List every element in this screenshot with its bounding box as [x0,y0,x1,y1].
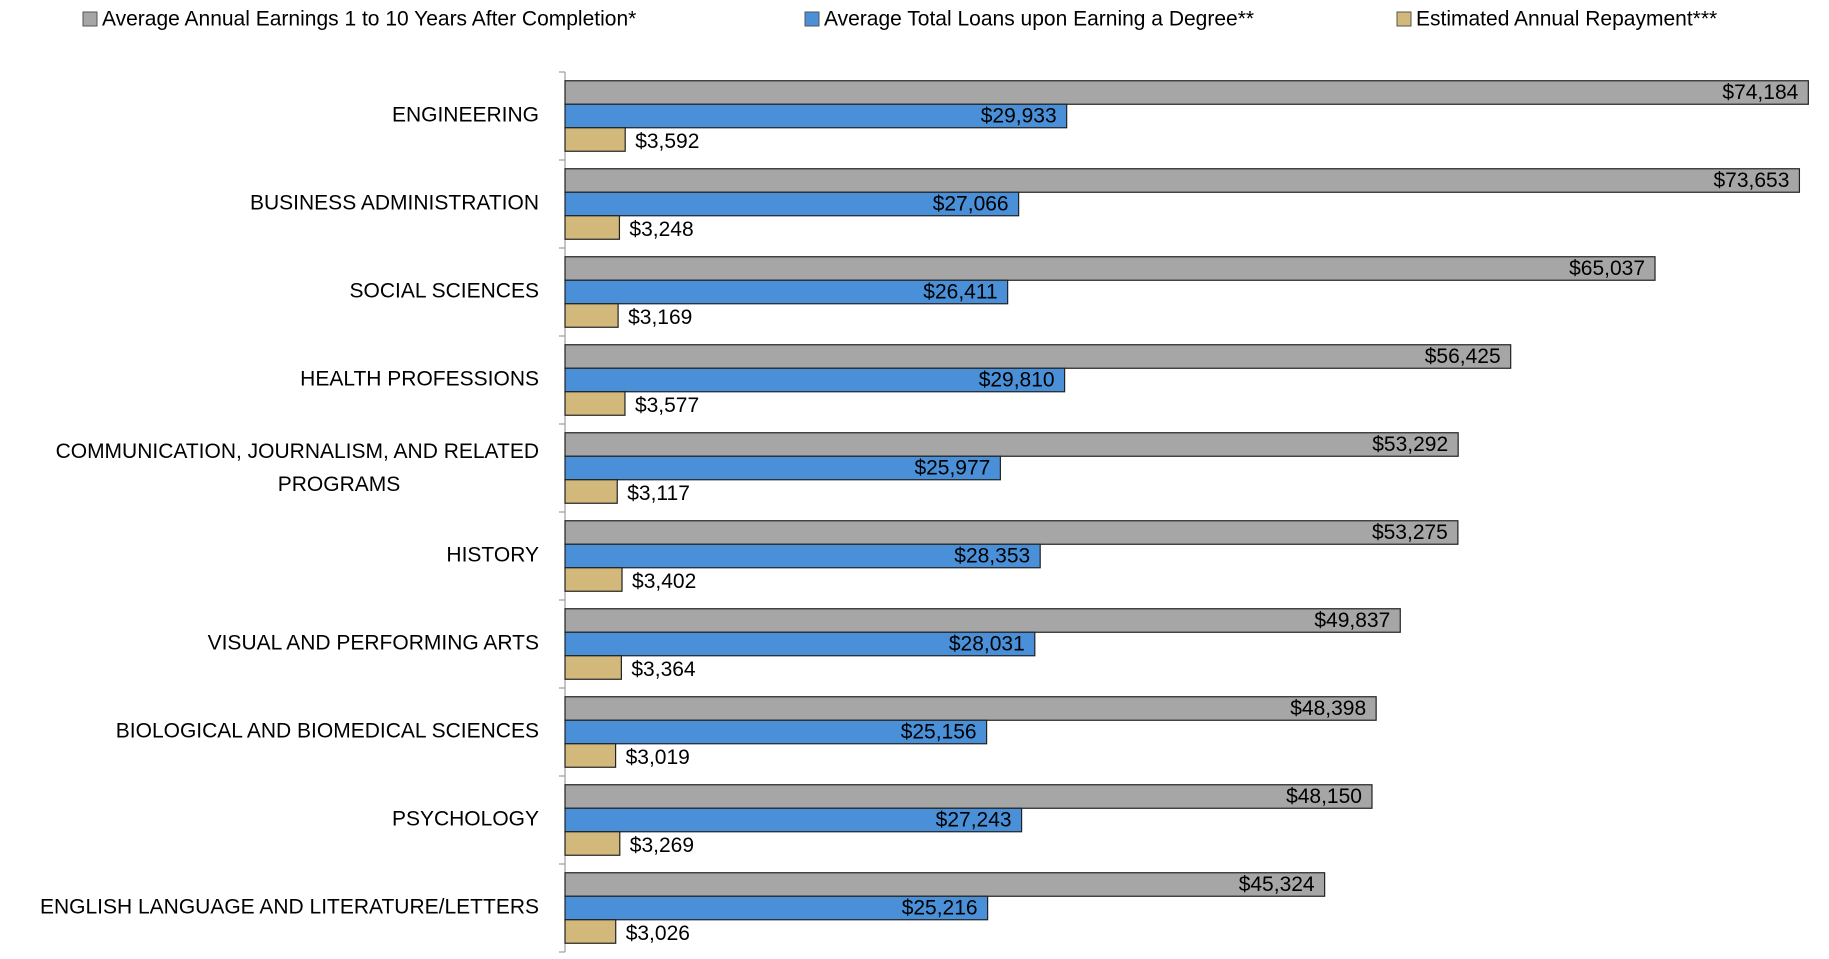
bar [564,719,988,745]
legend-swatch [804,11,820,27]
category-label: BIOLOGICAL AND BIOMEDICAL SCIENCES [116,720,539,743]
category-label: VISUAL AND PERFORMING ARTS [208,632,539,655]
bar [564,784,1373,809]
value-label: $56,425 [1425,345,1501,368]
bar [564,831,621,856]
value-label: $53,292 [1372,433,1448,456]
bar [564,872,1326,897]
value-label: $27,243 [936,809,1012,832]
bar [564,520,1459,545]
bar [564,367,1066,393]
bar [564,303,619,328]
bar [564,80,1809,105]
bar [564,743,617,768]
category-label: HEALTH PROFESSIONS [300,368,539,391]
value-label: $3,402 [632,570,696,593]
legend-swatch [82,11,98,27]
value-label: $53,275 [1372,521,1448,544]
value-label: $28,353 [954,545,1030,568]
category-label: ENGINEERING [392,104,539,127]
value-label: $3,577 [635,394,699,417]
legend-label: Average Annual Earnings 1 to 10 Years Af… [102,8,636,31]
bar [564,279,1009,305]
value-label: $65,037 [1569,257,1645,280]
bar [564,696,1377,721]
value-label: $26,411 [923,281,997,304]
category-label: BUSINESS ADMINISTRATION [250,192,539,215]
value-label: $73,653 [1714,169,1790,192]
value-label: $3,592 [635,130,699,153]
bar [564,344,1512,369]
bar [564,168,1801,193]
value-label: $29,810 [979,369,1055,392]
value-label: $3,117 [627,482,690,505]
legend-label: Average Total Loans upon Earning a Degre… [824,8,1254,31]
value-label: $45,324 [1239,873,1315,896]
value-label: $3,026 [626,922,690,945]
bar [564,215,621,240]
bar [564,567,623,592]
bar [564,127,626,152]
legend-swatch [1396,11,1412,27]
value-label: $28,031 [949,633,1025,656]
bar [564,191,1020,217]
value-label: $3,019 [626,746,690,769]
bar [564,543,1041,569]
bar [564,479,618,504]
bar [564,807,1023,833]
value-label: $27,066 [933,193,1009,216]
category-label: ENGLISH LANGUAGE AND LITERATURE/LETTERS [40,896,539,919]
bar [564,631,1036,657]
value-label: $3,169 [628,306,692,329]
bar [564,103,1068,129]
value-label: $48,398 [1290,697,1366,720]
value-label: $29,933 [981,105,1057,128]
category-label: HISTORY [446,544,539,567]
bar [564,455,1001,481]
category-label: SOCIAL SCIENCES [350,280,539,303]
bar [564,655,622,680]
bar [564,895,989,921]
category-label: PSYCHOLOGY [392,808,539,831]
bar [564,256,1656,281]
value-label: $25,156 [901,721,977,744]
value-label: $3,269 [630,834,694,857]
category-label-line: PROGRAMS [278,473,401,496]
category-label: COMMUNICATION, JOURNALISM, AND RELATED PR… [56,440,539,496]
value-label: $74,184 [1722,81,1798,104]
bar [564,919,617,944]
value-label: $3,248 [629,218,693,241]
value-label: $25,216 [902,897,978,920]
legend-label: Estimated Annual Repayment*** [1416,8,1717,31]
category-label-line: COMMUNICATION, JOURNALISM, AND RELATED [56,440,539,463]
bar [564,391,626,416]
bar [564,432,1459,457]
value-label: $3,364 [631,658,696,681]
bar [564,608,1401,633]
value-label: $25,977 [914,457,990,480]
value-label: $49,837 [1314,609,1390,632]
value-label: $48,150 [1286,785,1362,808]
